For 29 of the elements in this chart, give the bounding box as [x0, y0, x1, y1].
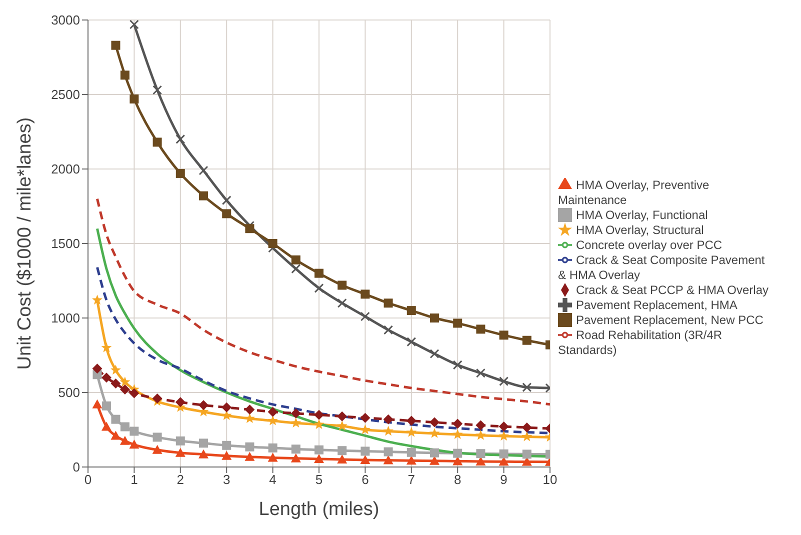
y-axis-title: Unit Cost ($1000 / mile*lanes) [14, 117, 36, 370]
legend-label: HMA Overlay, Functional [576, 208, 708, 222]
y-tick-label: 2500 [51, 87, 80, 102]
x-tick-label: 3 [222, 472, 230, 488]
y-tick-label: 1000 [51, 310, 80, 326]
legend-label: HMA Overlay, Preventive Maintenance [558, 178, 710, 206]
legend-label: Concrete overlay over PCC [576, 238, 722, 252]
x-tick-label: 0 [84, 472, 92, 488]
x-tick-label: 1 [130, 472, 138, 488]
x-tick-label: 4 [269, 472, 276, 488]
x-tick-label: 5 [315, 472, 323, 488]
legend-label: HMA Overlay, Structural [576, 222, 704, 236]
x-tick-label: 6 [362, 472, 369, 488]
legend-label: Crack & Seat PCCP & HMA Overlay [576, 282, 769, 296]
legend-label: Road Rehabilitation (3R/4R Standards) [558, 328, 722, 356]
y-tick-label: 500 [58, 385, 80, 400]
legend-label: Crack & Seat Composite Pavement & HMA Overlay [558, 252, 765, 282]
x-tick-label: 9 [500, 472, 508, 488]
y-tick-label: 2000 [51, 162, 80, 177]
x-tick-label: 7 [408, 472, 416, 488]
x-tick-label: 10 [542, 472, 558, 488]
y-tick-label: 3000 [51, 12, 80, 28]
y-tick-label: 0 [72, 460, 80, 475]
legend-label: Pavement Replacement, New PCC [576, 312, 764, 326]
x-tick-label: 2 [176, 472, 184, 488]
x-tick-label: 8 [454, 472, 462, 488]
legend-label: Pavement Replacement, HMA [576, 298, 738, 312]
y-tick-label: 1500 [51, 236, 80, 252]
x-axis-title: Length (miles) [258, 499, 380, 520]
